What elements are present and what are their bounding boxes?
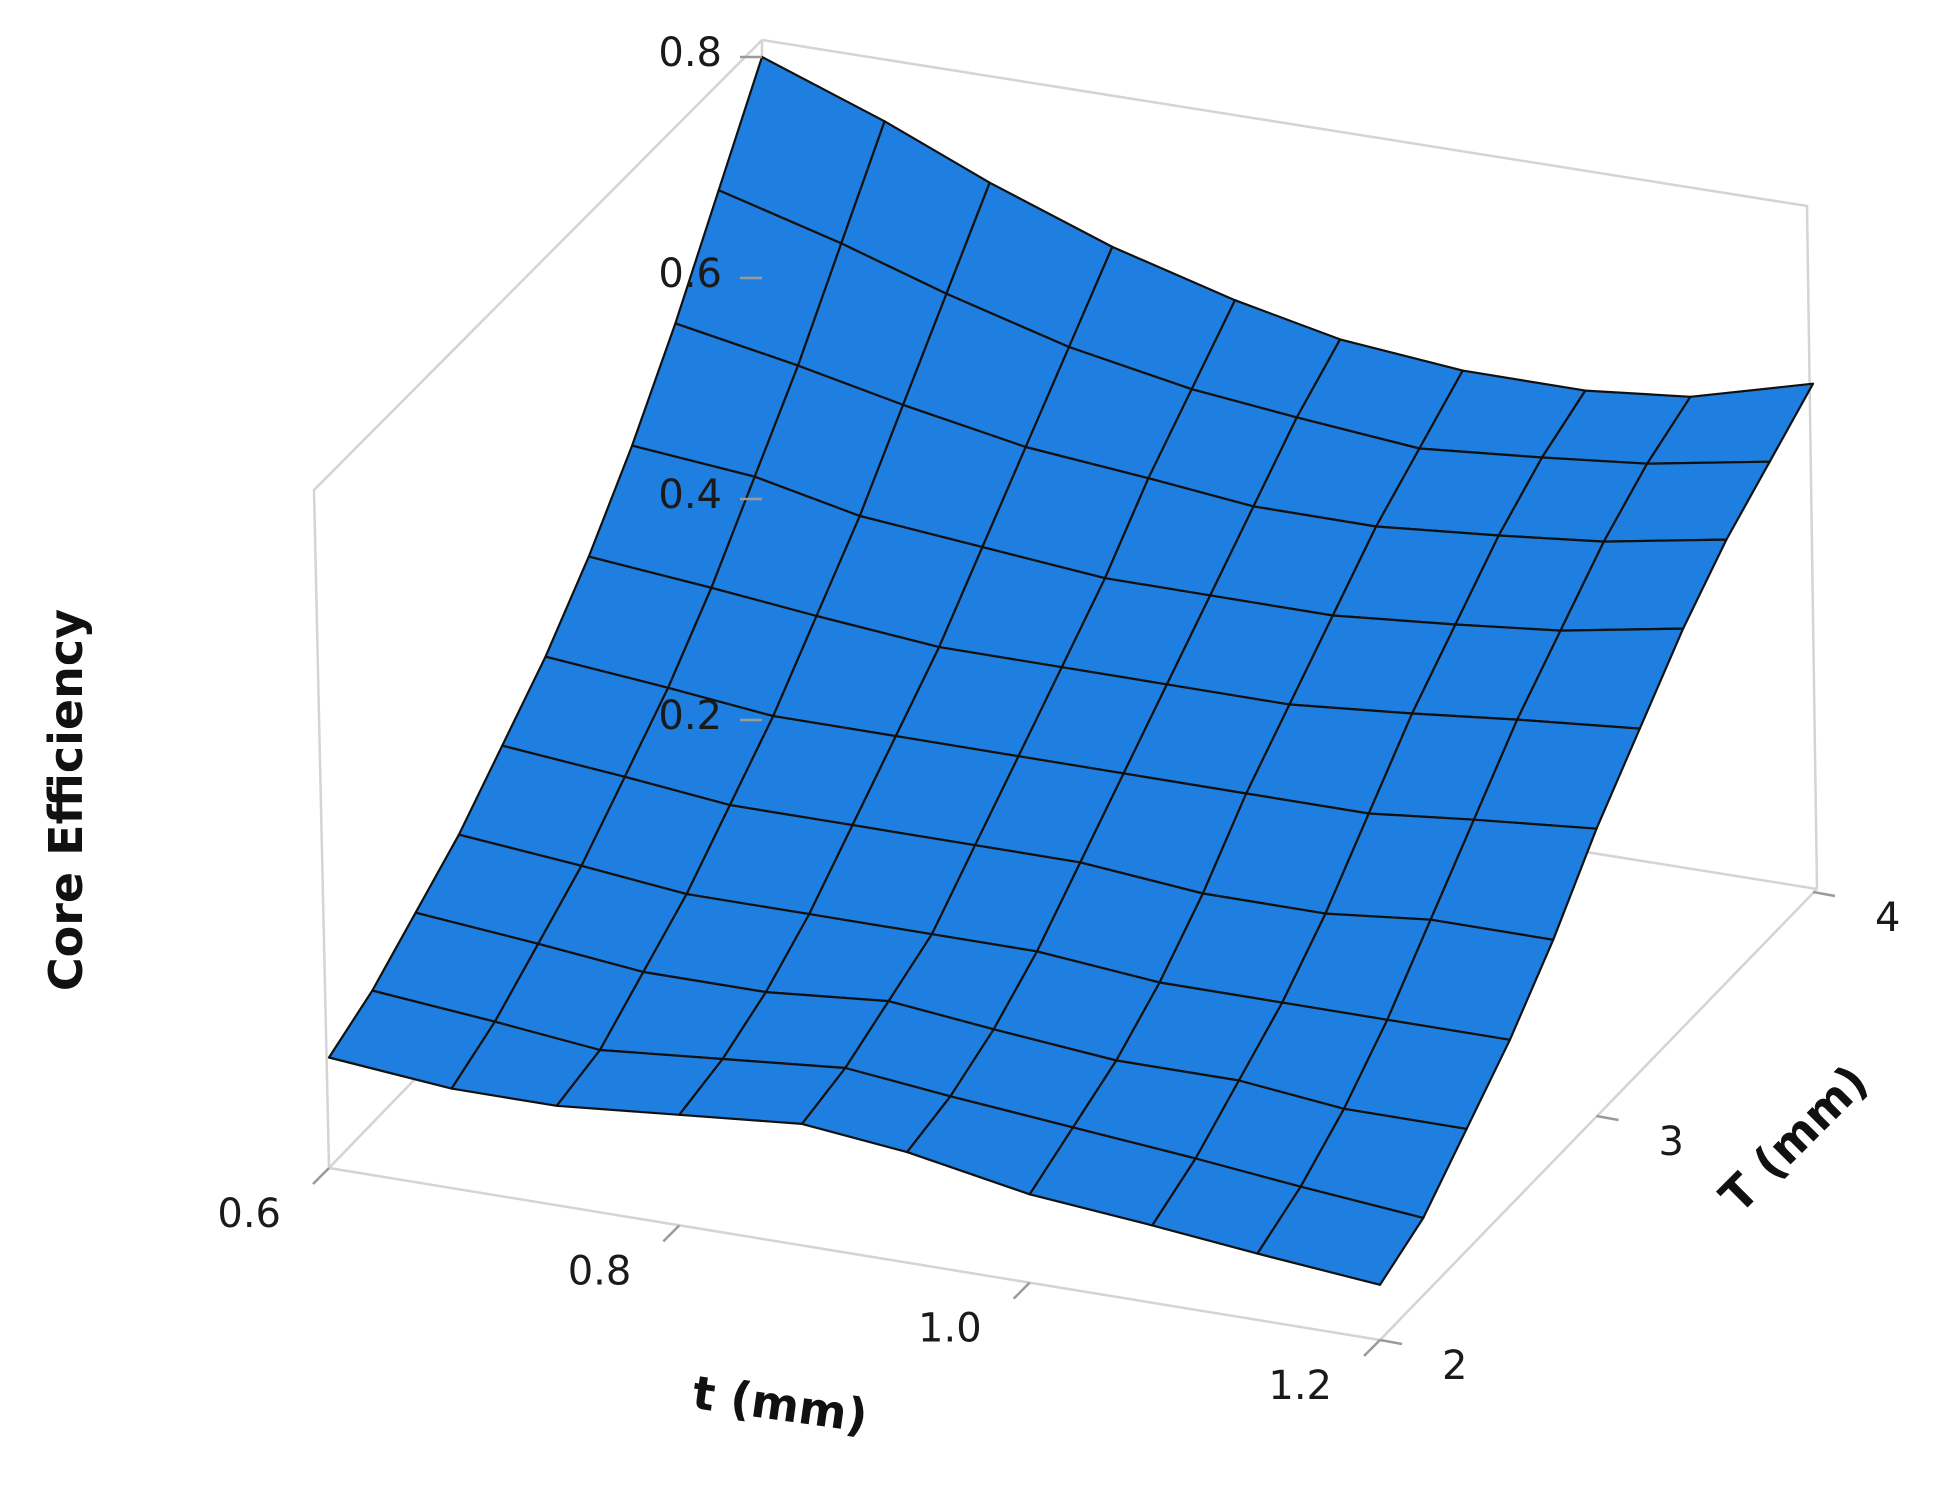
z-tick-label: 0.6 [658, 251, 722, 297]
surface-mesh [327, 55, 1815, 1286]
box-back-right-edge [761, 38, 1819, 890]
axis-ticks [312, 55, 1836, 1357]
x-axis-tick [662, 1224, 681, 1243]
x-tick-label: 0.6 [217, 1191, 281, 1237]
x-axis-tick [1363, 1339, 1381, 1357]
z-tick-label: 0.8 [658, 30, 722, 76]
y-tick-label: 4 [1875, 895, 1900, 941]
axis-tick-labels: 0.2 0.4 0.6 0.8 0.6 0.8 1.0 1.2 2 3 4 [217, 30, 1900, 1409]
z-tick-label: 0.4 [658, 472, 722, 518]
x-tick-label: 1.2 [1268, 1363, 1332, 1409]
box-floor-right-edge [1379, 888, 1818, 1341]
x-axis-tick [312, 1167, 330, 1185]
z-axis-title: Core Efficiency [39, 609, 93, 991]
z-tick-label: 0.2 [658, 693, 722, 739]
y-tick-label: 2 [1442, 1343, 1467, 1389]
x-tick-label: 1.0 [918, 1306, 982, 1352]
box-floor-front-edge [328, 1166, 1381, 1342]
y-axis-tick [1596, 1114, 1619, 1122]
x-tick-label: 0.8 [568, 1248, 632, 1294]
surface-cell [1256, 1185, 1425, 1286]
x-axis-title: t (mm) [689, 1365, 871, 1443]
axes-box-front [328, 888, 1818, 1342]
y-axis-tick [1379, 1338, 1403, 1346]
x-axis-tick [1012, 1281, 1031, 1300]
y-axis-title: T (mm) [1709, 1054, 1878, 1223]
y-axis-tick [1812, 890, 1836, 898]
box-back-left-edge [312, 39, 763, 1169]
y-tick-label: 3 [1659, 1119, 1684, 1165]
